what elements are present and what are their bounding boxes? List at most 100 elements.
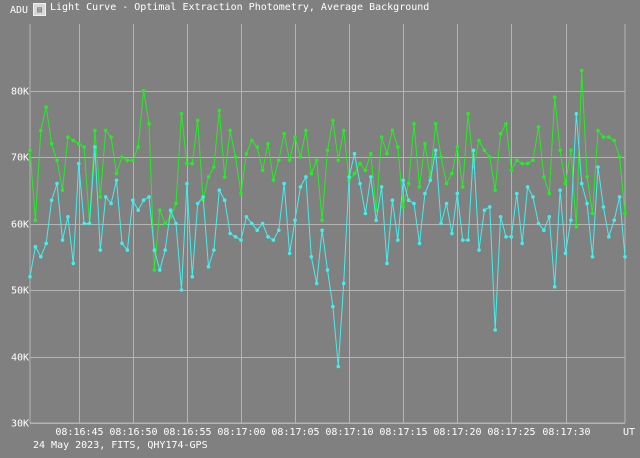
series-1-point bbox=[428, 178, 433, 183]
series-1-point bbox=[168, 208, 173, 212]
series-1-point bbox=[547, 215, 552, 219]
series-1-point bbox=[60, 238, 65, 242]
series-1-point bbox=[536, 221, 541, 226]
series-1-point bbox=[607, 235, 611, 239]
series-1-point bbox=[66, 215, 70, 219]
series-1-point bbox=[612, 218, 616, 222]
series-1-point bbox=[163, 248, 167, 252]
series-1-point bbox=[358, 181, 362, 186]
series-0-point bbox=[493, 188, 498, 192]
series-0-point bbox=[260, 168, 265, 173]
series-0-point bbox=[363, 168, 368, 173]
series-1-point bbox=[439, 221, 443, 226]
x-axis-tick-labels: 08:16:45 08:16:50 08:16:55 08:17:00 08:17:05… bbox=[55, 427, 590, 438]
x-axis-label: UT bbox=[623, 427, 635, 438]
series-1-point bbox=[136, 208, 140, 212]
series-0-point bbox=[320, 218, 324, 222]
series-1-point bbox=[87, 221, 92, 226]
series-1-point bbox=[304, 175, 308, 179]
series-1-point bbox=[482, 208, 487, 212]
x-tick-label: 08:17:00 bbox=[217, 427, 265, 438]
series-1-point bbox=[76, 161, 81, 166]
x-tick-label: 08:17:30 bbox=[542, 427, 590, 438]
series-0-point bbox=[76, 141, 81, 146]
series-0-point bbox=[55, 158, 59, 163]
series-0-point bbox=[401, 205, 406, 209]
series-0-point bbox=[206, 175, 211, 179]
series-0-point bbox=[271, 178, 276, 183]
series-1-point bbox=[55, 181, 59, 186]
series-0-point bbox=[98, 195, 103, 199]
series-0-point bbox=[136, 145, 140, 149]
series-1-point bbox=[103, 195, 108, 199]
x-tick-label: 08:17:25 bbox=[487, 427, 535, 438]
series-0-point bbox=[298, 155, 303, 159]
y-tick-label: 60K bbox=[11, 220, 29, 231]
y-tick-label: 70K bbox=[11, 153, 29, 164]
series-0-point bbox=[482, 148, 487, 153]
series-1-point bbox=[520, 241, 524, 246]
series-1-point bbox=[141, 198, 146, 202]
series-0-point bbox=[341, 128, 346, 133]
series-1-point bbox=[433, 148, 438, 153]
series-1-point bbox=[33, 245, 38, 249]
series-1-point bbox=[152, 248, 157, 252]
series-1-point bbox=[574, 112, 579, 116]
series-1-point bbox=[28, 274, 32, 279]
series-1-point bbox=[590, 254, 595, 259]
series-0-point bbox=[358, 161, 362, 166]
series-1-point bbox=[109, 201, 113, 206]
series-1-point bbox=[477, 248, 481, 252]
light-curve-app-icon[interactable]: ▤ bbox=[33, 3, 46, 16]
series-0-point bbox=[239, 191, 243, 196]
series-0-point bbox=[601, 135, 606, 139]
series-1-point bbox=[569, 218, 573, 222]
footer-caption: 24 May 2023, FITS, QHY174-GPS bbox=[33, 440, 208, 451]
series-0-point bbox=[412, 122, 416, 126]
series-1-point bbox=[617, 195, 622, 199]
series-1-point bbox=[201, 195, 205, 199]
series-0-point bbox=[439, 155, 443, 159]
series-1-point bbox=[401, 178, 406, 183]
x-tick-label: 08:17:05 bbox=[271, 427, 319, 438]
series-0-point bbox=[244, 151, 249, 156]
y-tick-label: 80K bbox=[11, 87, 29, 98]
series-1-point bbox=[287, 251, 292, 256]
series-0-point bbox=[509, 168, 514, 173]
series-0-point bbox=[547, 191, 552, 196]
series-1-point bbox=[250, 221, 254, 226]
series-1-point bbox=[412, 201, 416, 206]
series-1-point bbox=[423, 191, 427, 196]
series-0-point bbox=[504, 122, 508, 126]
series-0-point bbox=[498, 131, 503, 136]
series-1-point bbox=[233, 235, 238, 239]
series-0-point bbox=[93, 128, 97, 133]
series-1-point bbox=[374, 218, 379, 222]
series-1-point bbox=[558, 188, 562, 192]
series-0-point bbox=[488, 155, 492, 159]
y-tick-label: 50K bbox=[11, 286, 29, 297]
series-0-point bbox=[455, 145, 460, 149]
series-0-point bbox=[563, 181, 568, 186]
series-1-point bbox=[266, 235, 270, 239]
series-0-point bbox=[314, 158, 319, 163]
series-1-point bbox=[131, 198, 135, 202]
series-1-point bbox=[471, 148, 476, 153]
series-0-point bbox=[158, 208, 162, 212]
series-0-point bbox=[515, 158, 519, 163]
series-1-point bbox=[277, 228, 281, 232]
series-0-point bbox=[190, 161, 195, 166]
series-1-point bbox=[352, 151, 357, 156]
series-1-point bbox=[347, 175, 351, 179]
series-0-point bbox=[423, 141, 427, 146]
series-1-point bbox=[385, 261, 389, 266]
series-1-point bbox=[542, 228, 546, 232]
series-0-point bbox=[520, 161, 524, 166]
series-0-point bbox=[266, 141, 270, 146]
series-0-point bbox=[49, 141, 54, 146]
series-0-point bbox=[304, 128, 308, 133]
series-0-point bbox=[531, 158, 535, 163]
series-1-point bbox=[320, 228, 324, 232]
series-1-point bbox=[417, 241, 422, 246]
series-1-point bbox=[390, 198, 395, 202]
